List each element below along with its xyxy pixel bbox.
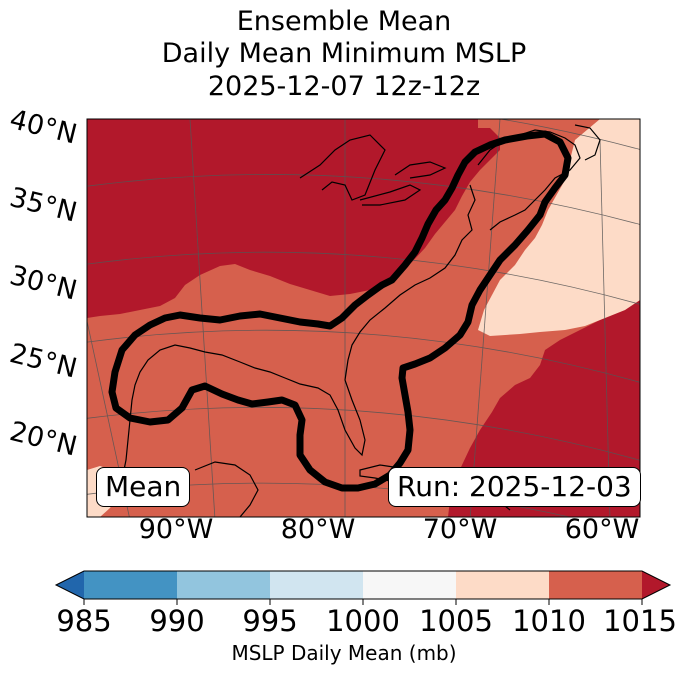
parallel-40n — [497, 119, 640, 150]
ensemble-mean-contour — [108, 130, 572, 492]
yucatan-coast — [194, 461, 259, 517]
lon-label-90w: 90°W — [138, 514, 214, 545]
colorbar-segment-985-990 — [84, 571, 177, 599]
colorbar-under-arrow — [56, 571, 84, 599]
colorbar-tick-1010: 1010 — [512, 604, 586, 638]
colorbar-tick-985: 985 — [56, 604, 112, 638]
meridian-70w — [469, 119, 501, 517]
mean-label-box: Mean — [96, 467, 191, 507]
pressure-field — [87, 119, 640, 517]
coastlines — [117, 124, 601, 517]
map-frame — [86, 118, 641, 518]
title-line-1: Ensemble Mean — [236, 6, 452, 37]
colorbar-tick-1015: 1015 — [603, 604, 677, 638]
colorbar-over-arrow — [642, 571, 670, 599]
colorbar-tick-990: 990 — [149, 604, 205, 638]
parallel-25n — [87, 329, 640, 383]
title-line-2: Daily Mean Minimum MSLP — [161, 38, 527, 69]
title-line-3: 2025-12-07 12z-12z — [207, 71, 481, 102]
lon-label-80w: 80°W — [280, 514, 356, 545]
meridian-100w — [87, 319, 130, 517]
colorbar-segment-1005-1010 — [456, 571, 549, 599]
parallel-20n — [87, 406, 640, 461]
colorbar-tick-1005: 1005 — [419, 604, 493, 638]
great-lakes-coast — [299, 134, 447, 206]
colorbar-tick-995: 995 — [242, 604, 298, 638]
colorbar-segment-1000-1005 — [363, 571, 456, 599]
run-date-label-box: Run: 2025-12-03 — [388, 467, 641, 507]
colorbar-label: MSLP Daily Mean (mb) — [231, 641, 457, 665]
colorbar — [54, 570, 672, 605]
colorbar-segment-1010-1015 — [549, 571, 642, 599]
colorbar-segment-995-1000 — [270, 571, 363, 599]
field-over-1015-north — [87, 119, 500, 318]
us-east-coast — [117, 184, 476, 501]
colorbar-tick-1000: 1000 — [326, 604, 400, 638]
meridian-60w — [599, 139, 611, 517]
parallel-35n — [87, 174, 640, 225]
colorbar-ticks — [83, 599, 643, 605]
field-over-1015-atlantic — [448, 300, 640, 517]
parallel-30n — [87, 251, 640, 305]
lon-label-60w: 60°W — [564, 514, 640, 545]
colorbar-segment-990-995 — [177, 571, 270, 599]
lon-label-70w: 70°W — [422, 514, 498, 545]
field-1005-1010-northeast — [478, 119, 640, 336]
